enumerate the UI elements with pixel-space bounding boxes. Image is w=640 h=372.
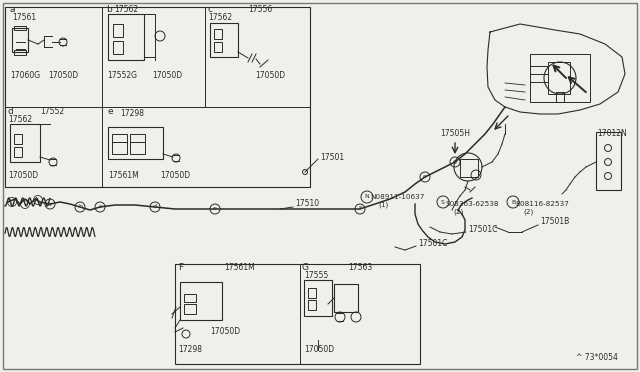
- Bar: [556, 92, 564, 102]
- Bar: [112, 142, 127, 154]
- Text: c: c: [99, 205, 102, 209]
- Bar: [214, 42, 222, 52]
- Bar: [108, 14, 144, 60]
- Text: (1): (1): [378, 202, 388, 208]
- Text: 17050D: 17050D: [8, 170, 38, 180]
- Text: d: d: [8, 108, 13, 116]
- Text: N: N: [365, 195, 369, 199]
- Text: 17050D: 17050D: [210, 327, 240, 337]
- Text: 17552G: 17552G: [107, 71, 137, 80]
- Text: B: B: [511, 199, 515, 205]
- Text: (2): (2): [523, 209, 533, 215]
- Text: B08116-82537: B08116-82537: [515, 201, 569, 207]
- Bar: [14, 147, 22, 157]
- Text: 17298: 17298: [120, 109, 144, 119]
- Bar: [130, 134, 145, 142]
- Text: a: a: [10, 6, 15, 15]
- Text: e: e: [423, 174, 427, 180]
- Bar: [184, 304, 196, 314]
- Bar: [210, 23, 238, 57]
- Text: F: F: [178, 263, 183, 272]
- Bar: [180, 282, 222, 320]
- Text: 17555: 17555: [304, 270, 328, 279]
- Text: 17501C: 17501C: [468, 225, 497, 234]
- Bar: [304, 280, 332, 316]
- Text: b: b: [106, 6, 112, 15]
- Text: e: e: [108, 108, 114, 116]
- Text: e: e: [213, 206, 217, 212]
- Text: 17562: 17562: [114, 6, 138, 15]
- Text: c: c: [208, 6, 213, 15]
- Text: b: b: [78, 205, 82, 209]
- Bar: [548, 62, 570, 94]
- Text: 17050D: 17050D: [255, 71, 285, 80]
- Text: 17562: 17562: [8, 115, 32, 124]
- Bar: [214, 29, 222, 39]
- Bar: [308, 288, 316, 298]
- Text: S: S: [441, 199, 445, 205]
- Text: d: d: [153, 205, 157, 209]
- Text: N08911-10637: N08911-10637: [370, 194, 424, 200]
- Bar: [14, 26, 26, 30]
- Text: 17561M: 17561M: [224, 263, 255, 272]
- Text: 17060G: 17060G: [10, 71, 40, 80]
- Text: 17050D: 17050D: [304, 346, 334, 355]
- Text: 17505H: 17505H: [440, 129, 470, 138]
- Bar: [596, 132, 621, 190]
- Text: (2): (2): [453, 209, 463, 215]
- Bar: [113, 41, 123, 54]
- Bar: [5, 7, 310, 187]
- Bar: [14, 134, 22, 144]
- Bar: [308, 300, 316, 310]
- Bar: [10, 124, 40, 162]
- Bar: [108, 127, 163, 159]
- Bar: [334, 284, 358, 312]
- Bar: [112, 134, 127, 142]
- Text: 17050D: 17050D: [152, 71, 182, 80]
- Text: 17563: 17563: [348, 263, 372, 272]
- Bar: [530, 54, 590, 102]
- Bar: [14, 50, 26, 55]
- Text: 17556: 17556: [248, 6, 272, 15]
- Bar: [130, 142, 145, 154]
- Text: F: F: [358, 206, 362, 212]
- Text: 17298: 17298: [178, 346, 202, 355]
- Text: ^ 73*0054: ^ 73*0054: [576, 353, 618, 362]
- Text: 17510: 17510: [295, 199, 319, 208]
- Text: g: g: [453, 160, 457, 164]
- Text: 17552: 17552: [40, 108, 64, 116]
- Text: G: G: [302, 263, 309, 272]
- Text: a: a: [48, 202, 52, 206]
- Text: 17561M: 17561M: [108, 170, 139, 180]
- Bar: [184, 294, 196, 302]
- Bar: [12, 28, 28, 52]
- Text: 17561: 17561: [12, 13, 36, 22]
- Text: 17050D: 17050D: [160, 170, 190, 180]
- Text: 17012N: 17012N: [597, 129, 627, 138]
- Text: 17050D: 17050D: [48, 71, 78, 80]
- Text: 17501C: 17501C: [418, 240, 447, 248]
- Bar: [113, 24, 123, 37]
- Bar: [460, 159, 478, 177]
- Text: 17501B: 17501B: [540, 218, 569, 227]
- Bar: [175, 264, 420, 364]
- Text: 17501: 17501: [320, 153, 344, 161]
- Text: 17562: 17562: [208, 13, 232, 22]
- Text: S08363-62538: S08363-62538: [445, 201, 499, 207]
